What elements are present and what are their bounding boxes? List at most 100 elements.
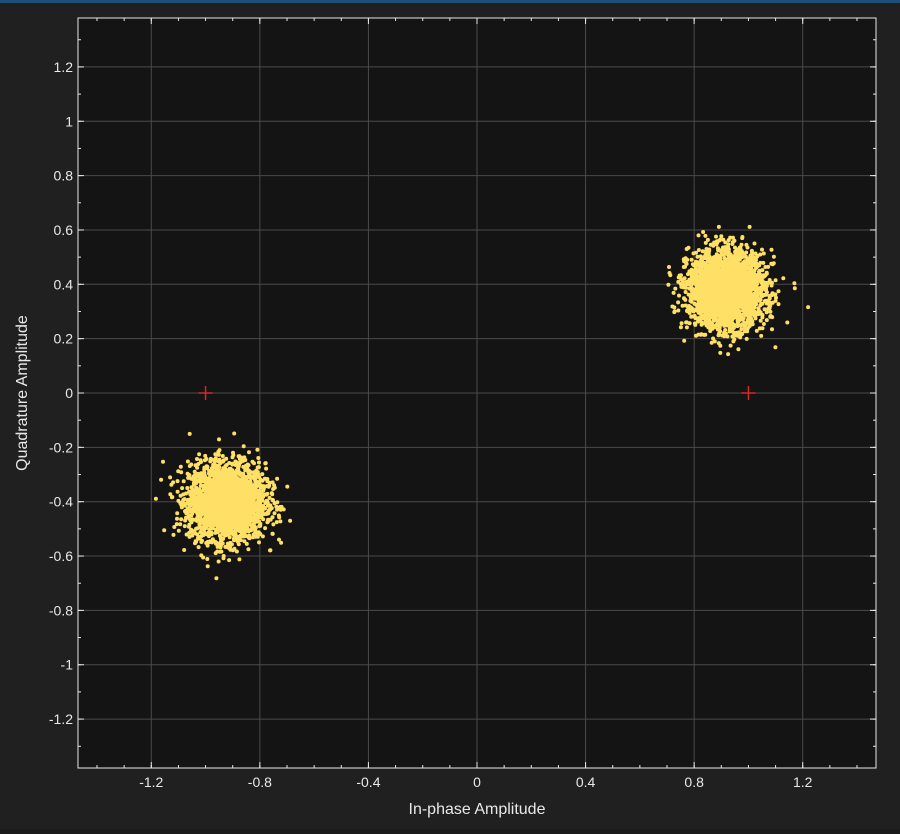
scatter-point — [220, 526, 224, 530]
scatter-point — [688, 321, 692, 325]
scatter-point — [255, 492, 259, 496]
scatter-point — [259, 505, 263, 509]
scatter-point — [726, 242, 730, 246]
scatter-point — [690, 258, 694, 262]
scatter-point — [192, 529, 196, 533]
scatter-point — [253, 472, 257, 476]
scatter-point — [726, 334, 730, 338]
scatter-point — [191, 509, 195, 513]
scatter-point — [206, 541, 210, 545]
scatter-point — [256, 535, 260, 539]
scatter-point — [251, 460, 255, 464]
scatter-point — [217, 437, 221, 441]
scatter-point — [191, 497, 195, 501]
scatter-point — [197, 452, 201, 456]
scatter-point — [722, 324, 726, 328]
scatter-point — [705, 324, 709, 328]
scatter-point — [762, 322, 766, 326]
scatter-point — [180, 486, 184, 490]
scatter-point — [257, 540, 261, 544]
scatter-point — [217, 560, 221, 564]
scatter-point — [262, 487, 266, 491]
scatter-point — [250, 498, 254, 502]
scatter-point — [188, 464, 192, 468]
scatter-point — [760, 248, 764, 252]
scatter-point — [185, 486, 189, 490]
scatter-point — [696, 255, 700, 259]
scatter-point — [216, 526, 220, 530]
scatter-point — [195, 466, 199, 470]
scatter-point — [227, 558, 231, 562]
scatter-point — [719, 254, 723, 258]
scatter-point — [242, 488, 246, 492]
scatter-point — [759, 334, 763, 338]
scatter-point — [221, 537, 225, 541]
scatter-point — [754, 266, 758, 270]
scatter-point — [219, 544, 223, 548]
scatter-point — [205, 516, 209, 520]
scatter-point — [777, 302, 781, 306]
scatter-point — [693, 278, 697, 282]
scatter-point — [172, 533, 176, 537]
scatter-point — [273, 511, 277, 515]
scatter-point — [161, 460, 165, 464]
scatter-point — [246, 547, 250, 551]
scatter-point — [267, 484, 271, 488]
scatter-point — [680, 321, 684, 325]
scatter-point — [701, 249, 705, 253]
scatter-point — [221, 506, 225, 510]
scatter-point — [250, 505, 254, 509]
scatter-point — [154, 497, 158, 501]
scatter-point — [187, 473, 191, 477]
scatter-point — [257, 475, 261, 479]
scatter-point — [766, 307, 770, 311]
scatter-point — [681, 282, 685, 286]
scatter-point — [232, 432, 236, 436]
scatter-point — [260, 495, 264, 499]
scatter-point — [672, 305, 676, 309]
scatter-point — [255, 448, 259, 452]
scatter-point — [249, 509, 253, 513]
scatter-point — [237, 557, 241, 561]
scatter-point — [689, 315, 693, 319]
scatter-point — [273, 501, 277, 505]
scatter-point — [230, 480, 234, 484]
scatter-point — [217, 469, 221, 473]
scatter-point — [699, 264, 703, 268]
scatter-point — [765, 271, 769, 275]
scatter-point — [265, 512, 269, 516]
scatter-point — [206, 564, 210, 568]
scatter-point — [213, 509, 217, 513]
scatter-point — [679, 325, 683, 329]
scatter-point — [745, 337, 749, 341]
scatter-point — [270, 492, 274, 496]
scatter-point — [255, 517, 259, 521]
scatter-point — [279, 508, 283, 512]
scatter-point — [703, 234, 707, 238]
scatter-point — [176, 479, 180, 483]
scatter-point — [239, 504, 243, 508]
scatter-point — [250, 525, 254, 529]
scatter-point — [239, 460, 243, 464]
scatter-point — [242, 444, 246, 448]
scatter-point — [720, 321, 724, 325]
scatter-point — [177, 529, 181, 533]
scatter-point — [263, 461, 267, 465]
scatter-point — [271, 532, 275, 536]
scatter-point — [740, 332, 744, 336]
scatter-point — [225, 463, 229, 467]
scatter-point — [223, 467, 227, 471]
scatter-point — [239, 492, 243, 496]
scatter-point — [793, 286, 797, 290]
scatter-point — [245, 465, 249, 469]
scatter-point — [187, 525, 191, 529]
scatter-point — [758, 269, 762, 273]
scatter-point — [213, 492, 217, 496]
scatter-point — [677, 294, 681, 298]
scatter-point — [753, 262, 757, 266]
scatter-point — [263, 526, 267, 530]
scatter-point — [244, 499, 248, 503]
scatter-point — [225, 511, 229, 515]
scatter-point — [701, 230, 705, 234]
scatter-point — [201, 556, 205, 560]
